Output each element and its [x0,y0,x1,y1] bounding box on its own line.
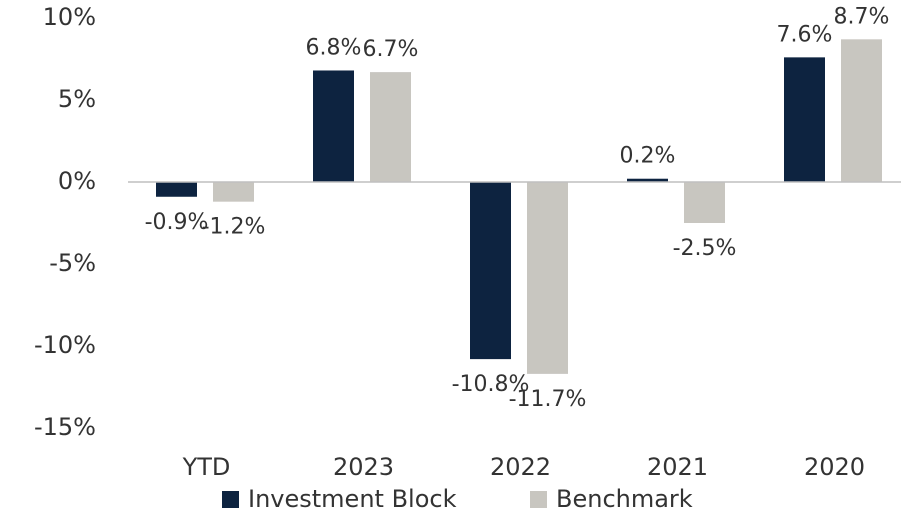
data-label: 7.6% [777,22,833,47]
legend-swatch [530,491,547,508]
data-label: -1.2% [202,215,266,240]
data-label: -10.8% [452,372,530,397]
bar [156,182,197,197]
y-tick-label: -15% [34,413,96,441]
bar [370,72,411,182]
y-tick-label: 10% [43,3,96,31]
data-label: 0.2% [620,144,676,169]
bar [470,182,511,360]
data-label: -11.7% [509,387,587,412]
bar [213,182,254,202]
legend-label: Benchmark [556,485,693,513]
bar [313,70,354,182]
y-tick-label: 0% [58,167,96,195]
data-label: -2.5% [673,236,737,261]
x-tick-label: 2023 [333,453,394,481]
y-tick-label: -10% [34,331,96,359]
data-label: 6.8% [306,35,362,60]
legend-swatch [222,491,239,508]
bar [684,182,725,223]
bar [784,57,825,182]
x-tick-label: 2022 [490,453,551,481]
legend-label: Investment Block [248,485,457,513]
x-tick-label: YTD [182,453,231,481]
y-tick-label: 5% [58,85,96,113]
bar [627,178,668,182]
x-tick-label: 2020 [804,453,865,481]
bar [841,39,882,182]
data-label: 6.7% [363,37,419,62]
x-tick-label: 2021 [647,453,708,481]
data-label: 8.7% [834,4,890,29]
data-label: -0.9% [145,210,209,235]
y-tick-label: -5% [49,249,96,277]
bar [527,182,568,374]
